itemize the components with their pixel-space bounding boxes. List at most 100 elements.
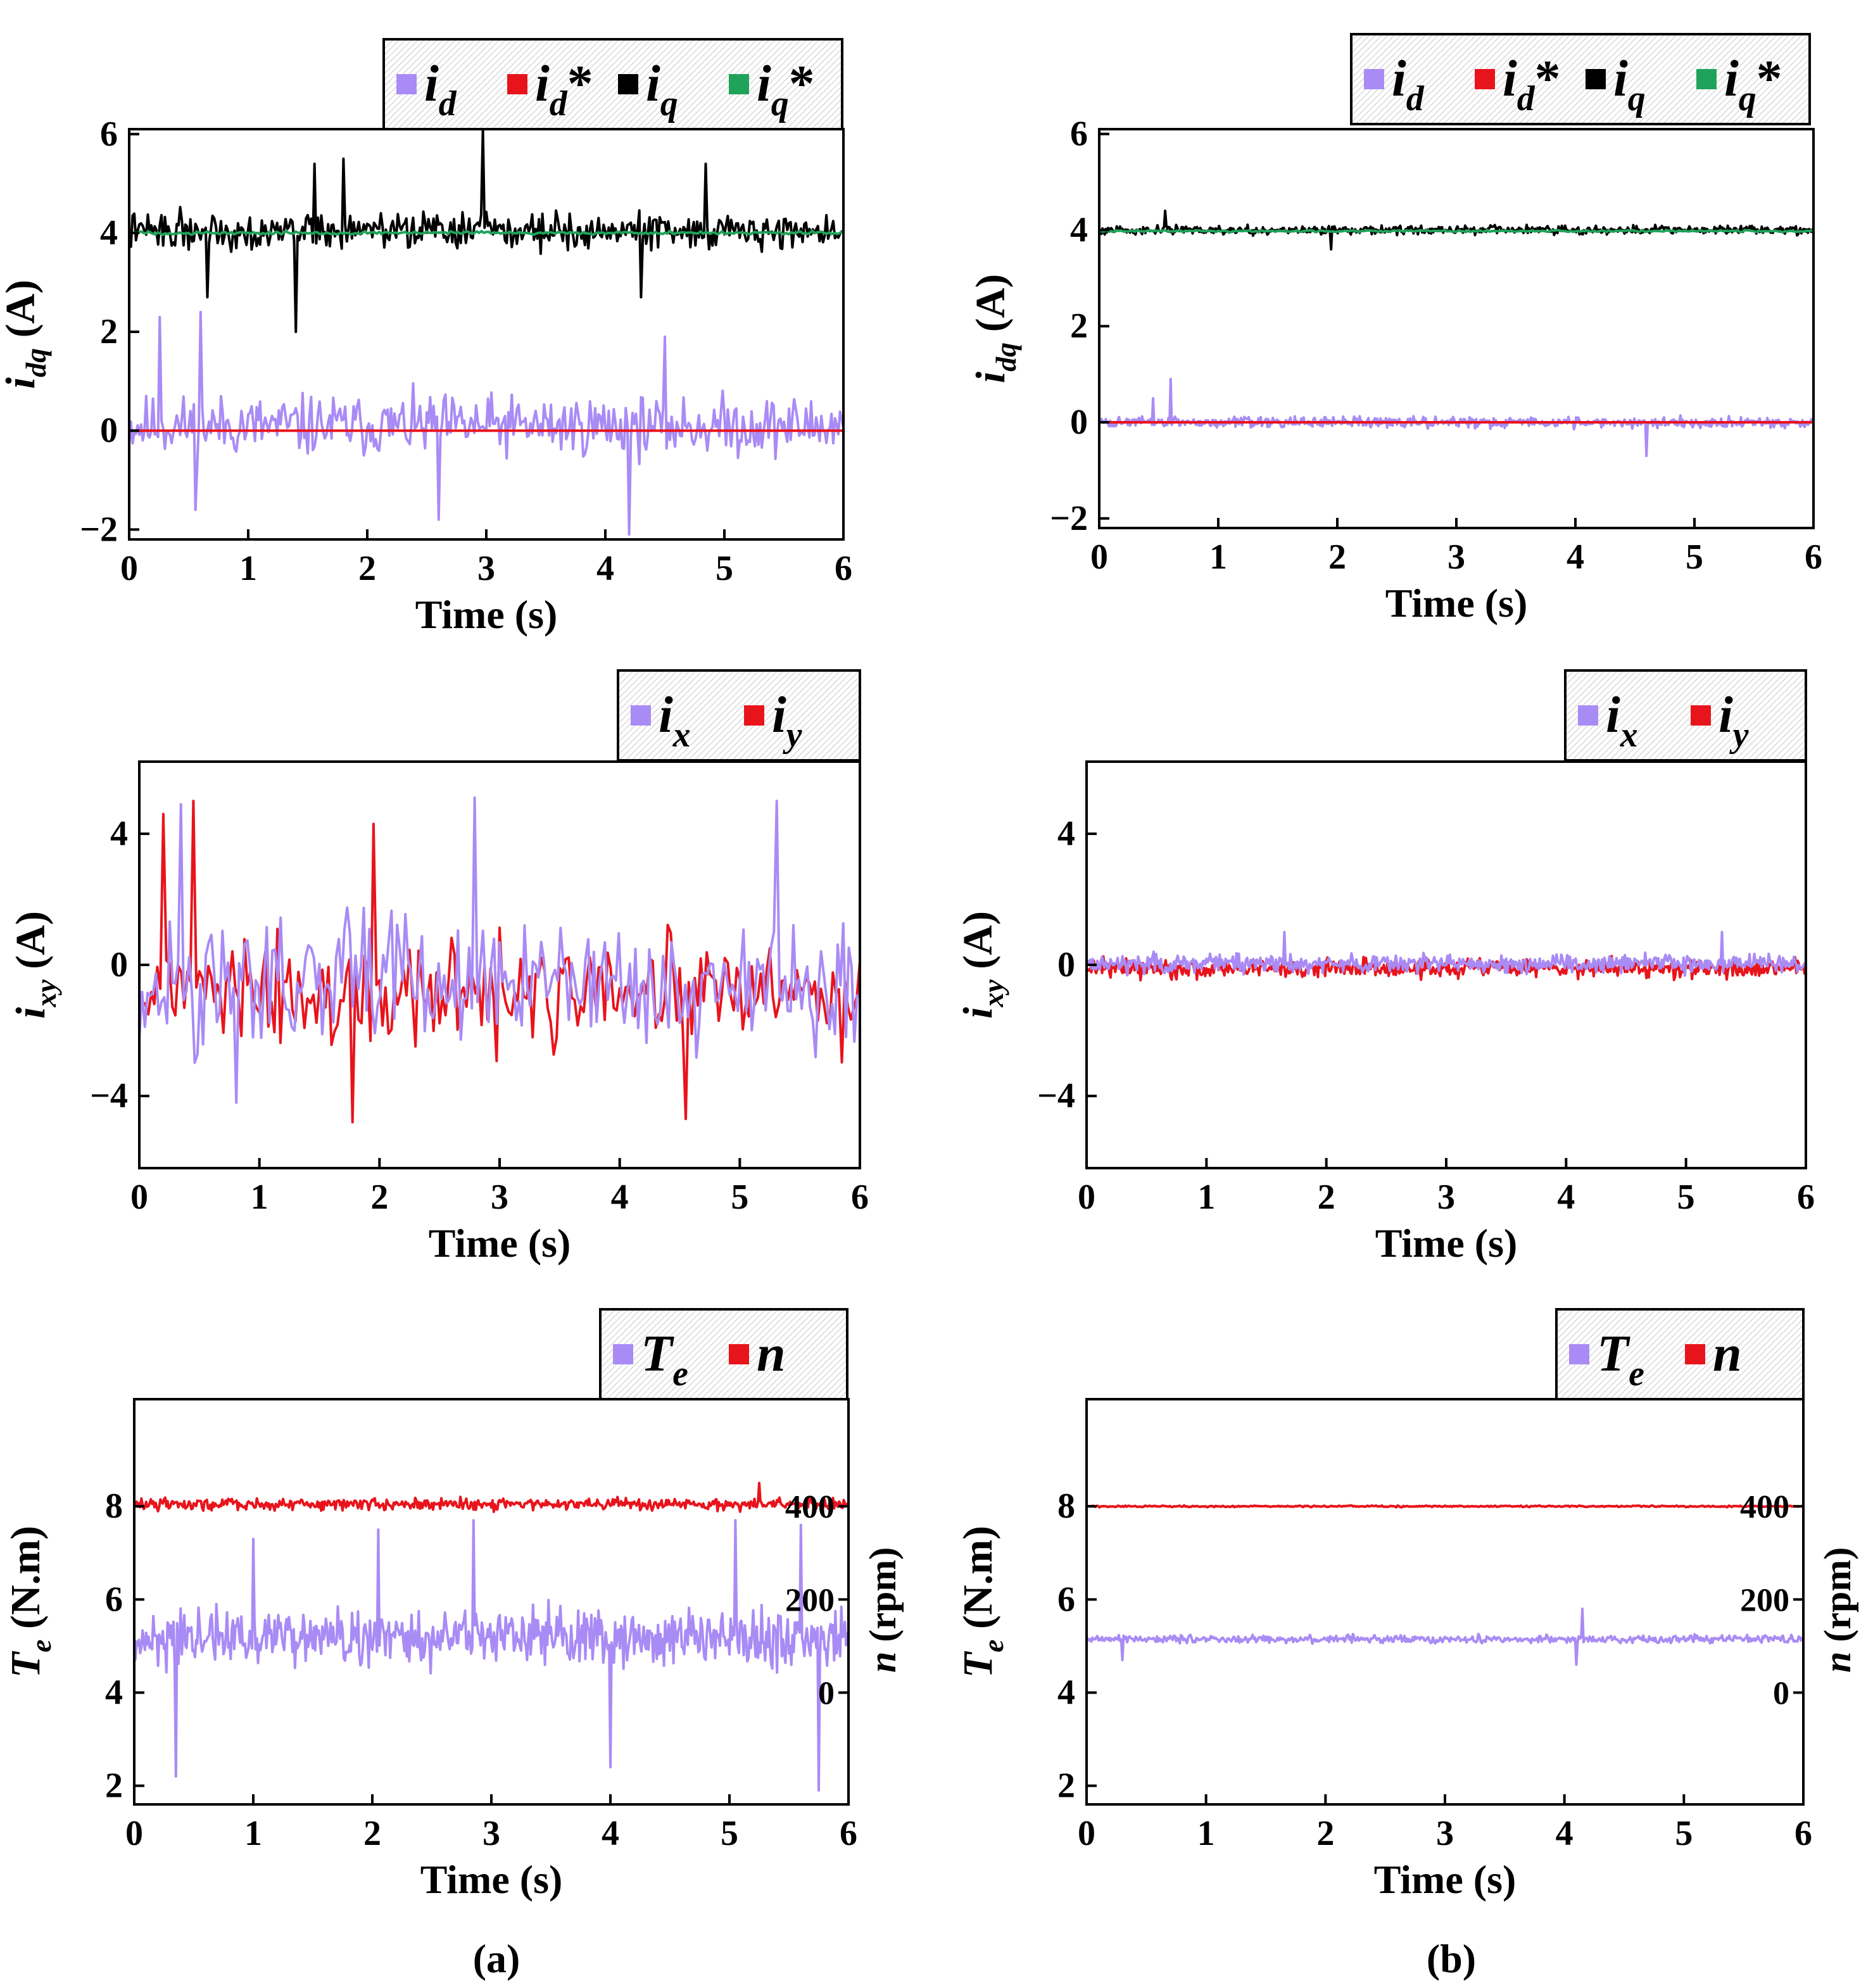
x-tick-label: 0 — [1078, 1178, 1095, 1217]
legend-swatch — [1691, 705, 1711, 726]
series-id-line — [129, 310, 843, 536]
x-tick-label: 3 — [491, 1178, 508, 1217]
y-tick-label: 4 — [100, 213, 118, 253]
y-tick-label: 4 — [1070, 210, 1088, 249]
y-tick-label: −4 — [1037, 1076, 1075, 1116]
plot-frame — [128, 128, 845, 541]
legend: ix iy — [1564, 669, 1807, 762]
legend-entry: Te — [1569, 1324, 1644, 1393]
x-tick-label: 4 — [602, 1814, 619, 1853]
legend-entry: id — [396, 54, 457, 123]
legend-swatch — [631, 705, 651, 726]
y-tick-label: −2 — [80, 510, 118, 549]
x-tick-label: 3 — [1437, 1178, 1455, 1217]
legend-label: id* — [1503, 49, 1561, 118]
legend-label: iy — [1718, 686, 1749, 755]
legend-swatch — [396, 74, 417, 94]
x-axis-label: Time (s) — [420, 1857, 563, 1902]
plot-frame — [133, 1398, 850, 1806]
legend-label: id — [424, 54, 457, 123]
legend-label: n — [1713, 1324, 1742, 1382]
legend-label: Te — [1597, 1324, 1644, 1393]
legend-label: iq* — [1724, 49, 1782, 118]
y-tick-label: 4 — [1057, 814, 1075, 853]
y-axis-label: ixy (A) — [955, 911, 1009, 1019]
x-tick-label: 6 — [1805, 538, 1822, 577]
y-tick-label: 2 — [1057, 1766, 1075, 1806]
x-tick-label: 0 — [125, 1814, 143, 1853]
y-tick-label: 4 — [105, 1673, 123, 1712]
x-axis-label: Time (s) — [1375, 1221, 1518, 1266]
x-tick-label: 5 — [1675, 1814, 1693, 1853]
y-tick-label: −2 — [1050, 499, 1088, 538]
legend-box — [617, 669, 861, 762]
x-tick-label: 2 — [1328, 538, 1346, 577]
legend-swatch — [1586, 69, 1606, 89]
legend-entry: iy — [744, 686, 802, 755]
legend-box — [599, 1308, 848, 1400]
x-tick-label: 4 — [1557, 1178, 1575, 1217]
caption-a: (a) — [473, 1936, 520, 1981]
legend-swatch — [729, 74, 749, 94]
series-group — [1087, 1504, 1803, 1666]
x-tick-label: 5 — [1677, 1178, 1695, 1217]
series-group — [1099, 210, 1813, 458]
series-ix-line — [1087, 931, 1806, 977]
y-axis-label: ixy (A) — [8, 911, 62, 1019]
legend-swatch — [1696, 69, 1717, 89]
x-tick-label: 6 — [840, 1814, 857, 1853]
x-tick-label: 6 — [1794, 1814, 1812, 1853]
x-tick-label: 5 — [731, 1178, 748, 1217]
x-axis-label: Time (s) — [1385, 581, 1528, 626]
series-group — [139, 796, 860, 1124]
y-tick-label: 2 — [1070, 306, 1088, 346]
legend-entry: id* — [1475, 49, 1561, 118]
legend-label: iq — [1613, 49, 1646, 118]
x-tick-label: 5 — [1686, 538, 1703, 577]
y-tick-label: 6 — [1070, 115, 1088, 154]
legend-box — [1555, 1308, 1805, 1400]
legend-entry: ix — [631, 686, 691, 755]
y-tick-label: 2 — [100, 312, 118, 351]
y-tick-label: 0 — [1057, 945, 1075, 985]
y-tick-label: 0 — [1070, 403, 1088, 442]
y2-axis-label: n (rpm) — [862, 1547, 904, 1673]
legend-box — [1564, 669, 1807, 762]
legend: ix iy — [617, 669, 861, 762]
x-tick-label: 4 — [611, 1178, 629, 1217]
legend-entry: Te — [613, 1324, 688, 1393]
legend-label: iq — [646, 54, 678, 123]
legend-label: iy — [772, 686, 802, 755]
y-tick-label: 0 — [110, 945, 128, 985]
plot-frame — [1085, 1398, 1805, 1806]
legend-box — [1350, 33, 1811, 125]
series-id-line — [1099, 377, 1813, 458]
x-tick-label: 3 — [1436, 1814, 1454, 1853]
legend-label: iq* — [757, 54, 815, 123]
y2-tick-label: 0 — [1773, 1675, 1789, 1711]
x-tick-label: 6 — [1797, 1178, 1815, 1217]
x-tick-label: 1 — [239, 549, 257, 588]
y-tick-label: 8 — [1057, 1487, 1075, 1526]
legend-swatch — [729, 1344, 749, 1364]
x-tick-label: 4 — [596, 549, 614, 588]
series-group — [134, 1482, 848, 1792]
y-axis-label: Te (N.m) — [3, 1526, 57, 1678]
chart-a3: 0 1 2 3 4 5 6 2 4 6 8 0 200 400 n (rpm) Time (s) Te (N.m… — [3, 1308, 904, 1902]
legend-swatch — [744, 705, 764, 726]
x-tick-label: 0 — [1090, 538, 1108, 577]
legend: Te n — [1555, 1308, 1805, 1400]
y-tick-label: 6 — [105, 1580, 123, 1619]
legend-label: ix — [659, 686, 691, 755]
x-tick-label: 6 — [851, 1178, 869, 1217]
y-axis-label: idq (A) — [0, 280, 52, 389]
x-tick-label: 5 — [716, 549, 733, 588]
legend: Te n — [599, 1308, 848, 1400]
legend-label: id* — [535, 54, 593, 123]
legend-entry: iq — [618, 54, 678, 123]
x-tick-label: 6 — [835, 549, 852, 588]
legend-entry: iq — [1586, 49, 1646, 118]
